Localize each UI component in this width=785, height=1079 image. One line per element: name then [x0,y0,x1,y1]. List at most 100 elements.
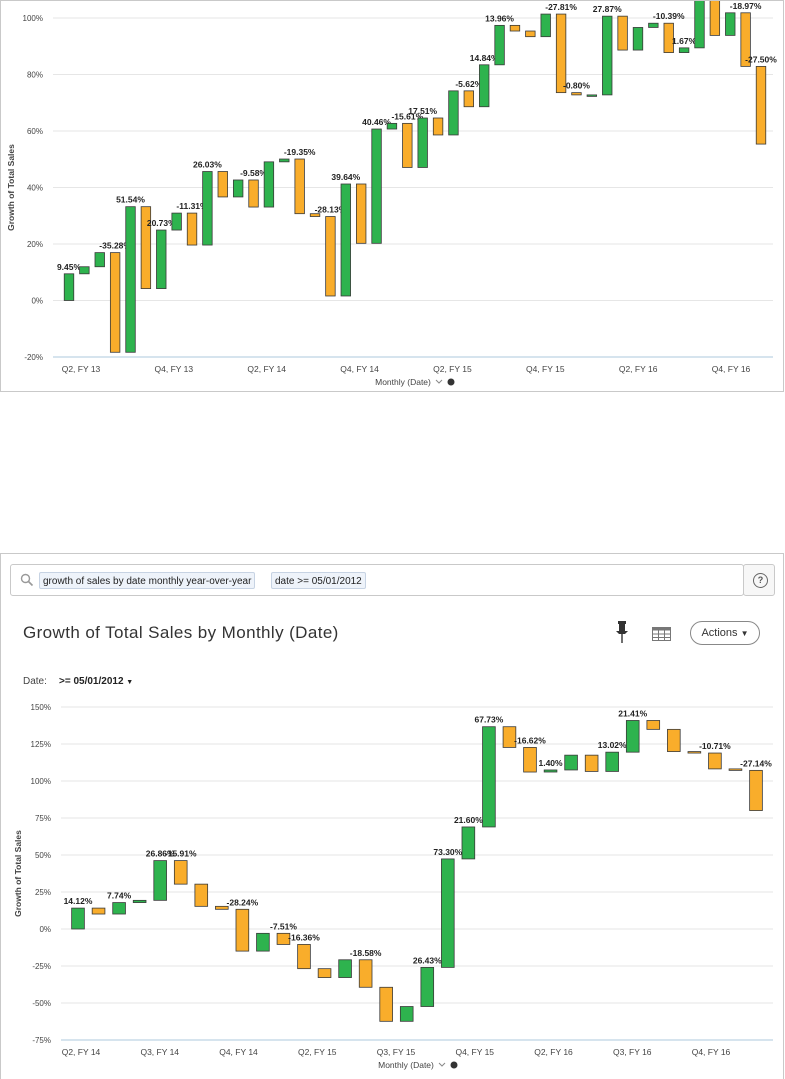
data-label: 73.30% [433,847,462,857]
data-label: -19.35% [284,147,316,157]
y-tick-label: 100% [23,14,43,23]
waterfall-bar [202,171,213,246]
search-bar[interactable]: growth of sales by date monthly year-ove… [10,564,744,596]
x-tick-label: Q4, FY 15 [455,1047,494,1057]
data-label: 14.84% [470,53,499,63]
help-button[interactable]: ? [743,564,775,596]
waterfall-bar [248,179,259,208]
x-axis-title: Monthly (Date) [378,1060,434,1070]
date-filter-dropdown[interactable]: >= 05/01/2012 ▼ [59,676,133,687]
search-token-filter[interactable]: date >= 05/01/2012 [271,572,366,589]
waterfall-bar [371,128,382,244]
data-label: -27.81% [545,2,577,12]
waterfall-bar [678,47,690,53]
waterfall-bar [663,22,674,53]
waterfall-chart-bottom: -75% -50% -25% 0% 25% 50% 75% 100% 125% 150% 14.12… [13,703,773,1070]
y-tick-label: 60% [27,127,43,136]
y-tick-label: 0% [39,925,51,934]
x-tick-label: Q4, FY 16 [712,364,751,374]
data-label: 20.73% [147,218,176,228]
data-label: 26.43% [413,955,442,965]
pin-icon[interactable] [614,620,630,644]
help-icon: ? [753,573,768,588]
waterfall-bar [417,117,428,168]
waterfall-bar [399,1006,414,1022]
data-label: -9.58% [240,168,267,178]
x-tick-label: Q4, FY 13 [155,364,194,374]
y-tick-label: 75% [35,814,51,823]
data-label: -27.50% [745,54,777,64]
waterfall-bar [694,1,705,49]
waterfall-bar [571,92,582,96]
waterfall-bar [584,754,599,772]
waterfall-bar [441,858,455,968]
waterfall-bar [294,158,305,215]
chevron-down-icon [438,1062,446,1067]
x-tick-label: Q4, FY 14 [340,364,379,374]
x-tick-label: Q2, FY 16 [619,364,658,374]
sort-icon [450,1061,458,1069]
waterfall-bar [555,13,567,94]
waterfall-bar [602,15,613,96]
waterfall-bar [173,860,188,885]
data-label: -0.80% [563,81,590,91]
waterfall-bar [564,754,578,771]
waterfall-bar [586,94,598,97]
x-tick-label: Q2, FY 13 [62,364,101,374]
y-tick-label: -25% [32,962,51,971]
chevron-down-icon: ▼ [126,679,134,686]
y-axis-title: Growth of Total Sales [13,830,23,917]
data-label: -16.36% [288,932,320,942]
data-label: -16.62% [514,735,546,745]
waterfall-bar [325,216,336,297]
waterfall-bar [63,273,75,301]
data-label: 26.03% [193,160,222,170]
data-label: 26.86% [146,849,175,859]
data-label: 17.51% [408,106,437,116]
waterfall-bar [617,15,628,51]
waterfall-bar [463,90,474,108]
y-tick-label: -75% [32,1036,51,1045]
waterfall-bar [523,747,537,773]
waterfall-bar [482,726,496,828]
y-tick-label: 25% [35,888,51,897]
waterfall-bar [646,720,661,730]
waterfall-chart-top: -20% 0% 20% 40% 60% 80% 100% 9.45% -35.28% 51.54%… [6,1,777,387]
waterfall-bar [317,968,332,978]
waterfall-bar [509,24,521,32]
waterfall-bar [276,932,291,945]
actions-label: Actions [701,627,738,639]
waterfall-bar [402,122,413,168]
waterfall-bar [740,12,751,67]
table-view-icon[interactable] [652,627,671,641]
data-label: 13.96% [485,13,514,23]
y-tick-label: -20% [24,353,43,362]
waterfall-bar [543,769,558,773]
actions-button[interactable]: Actions ▼ [690,621,760,645]
waterfall-bar [340,183,351,297]
x-tick-label: Q2, FY 14 [62,1047,101,1057]
data-label: 21.60% [454,815,483,825]
y-tick-label: 40% [27,184,43,193]
waterfall-bar [605,751,619,772]
data-label: -35.28% [99,241,131,251]
x-tick-label: Q2, FY 14 [247,364,286,374]
x-tick-label: Q2, FY 16 [534,1047,573,1057]
x-tick-label: Q3, FY 14 [140,1047,179,1057]
data-label: 13.02% [598,740,627,750]
search-icon [20,573,34,587]
y-tick-label: 125% [31,740,51,749]
waterfall-bar [420,967,435,1007]
data-label: -28.13% [315,205,347,215]
data-label: -15.91% [165,849,197,859]
search-token-query[interactable]: growth of sales by date monthly year-ove… [39,572,256,589]
waterfall-bar [502,726,517,748]
waterfall-bar [232,179,244,198]
data-label: -10.71% [699,741,731,751]
x-tick-label: Q4, FY 14 [219,1047,258,1057]
y-tick-label: 20% [27,240,43,249]
chevron-down-icon: ▼ [740,629,749,638]
x-tick-label: Q4, FY 15 [526,364,565,374]
filter-label: Date: [23,676,47,687]
waterfall-bar [194,883,209,907]
